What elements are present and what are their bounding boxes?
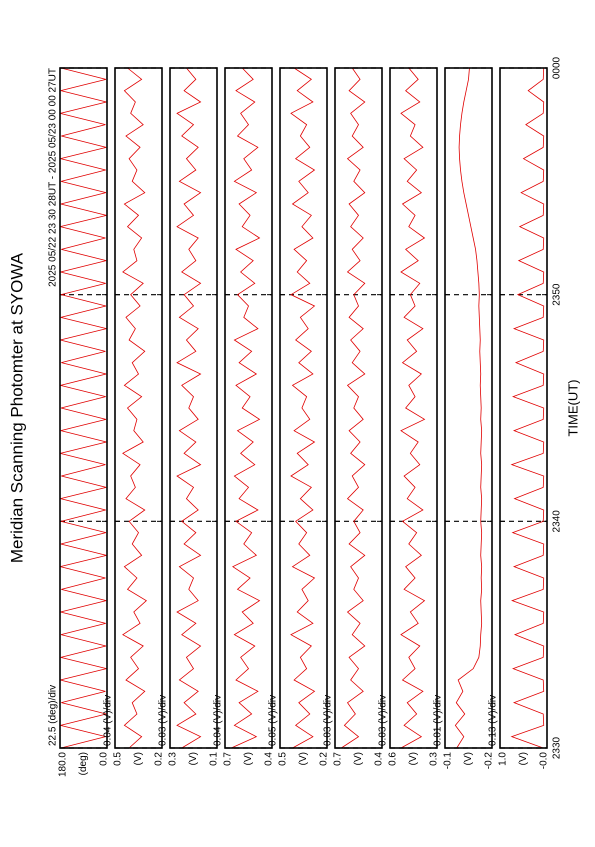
unit-label: (V) <box>133 752 144 765</box>
y-tick-label: 0.4 <box>374 752 385 766</box>
div-label: 0.04 (V)/div <box>213 695 224 746</box>
y-tick-label: 0.6 <box>388 752 399 766</box>
panel-frame <box>114 67 163 749</box>
unit-label: (V) <box>353 752 364 765</box>
unit-label: (V) <box>188 752 199 765</box>
x-tick-label: 0000 <box>552 56 563 79</box>
y-tick-label: 0.3 <box>429 752 440 766</box>
data-line <box>454 67 483 749</box>
panel-frame <box>279 67 328 749</box>
rotated-plot: Meridian Scanning Photomter at SYOWA 202… <box>7 56 580 777</box>
y-tick-label: 0.7 <box>223 752 234 766</box>
chart-title: Meridian Scanning Photomter at SYOWA <box>7 252 26 563</box>
y-tick-label: -0.1 <box>443 752 454 770</box>
x-axis-label: TIME(UT) <box>565 379 580 436</box>
data-line <box>510 67 545 749</box>
data-line <box>400 67 426 749</box>
y-tick-label: 0.0 <box>99 752 110 766</box>
y-tick-label: 0.2 <box>319 752 330 766</box>
x-tick-label: 2340 <box>552 510 563 533</box>
y-tick-label: -0.2 <box>484 752 495 770</box>
y-tick-label: 0.5 <box>278 752 289 766</box>
data-line <box>176 67 202 749</box>
unit-label: (V) <box>518 752 529 765</box>
data-line <box>231 67 261 749</box>
unit-label: (V) <box>243 752 254 765</box>
data-line <box>122 67 147 749</box>
y-tick-label: 0.5 <box>113 752 124 766</box>
unit-label: (V) <box>408 752 419 765</box>
unit-label: (V) <box>463 752 474 765</box>
data-line <box>290 67 316 749</box>
div-label: 22.5 (deg)/div <box>48 685 59 746</box>
div-label: 0.05 (V)/div <box>268 695 279 746</box>
div-label: 0.03 (V)/div <box>323 695 334 746</box>
data-line <box>341 67 366 749</box>
y-tick-label: 0.3 <box>168 752 179 766</box>
panel-frame <box>59 67 108 749</box>
panel-frame <box>499 67 548 749</box>
unit-label: (V) <box>298 752 309 765</box>
div-label: 0.03 (V)/div <box>158 695 169 746</box>
panel-frame <box>169 67 218 749</box>
div-label: 0.01 (V)/div <box>433 695 444 746</box>
panel-frame <box>444 67 493 749</box>
y-tick-label: -0.0 <box>539 752 550 770</box>
y-tick-label: 1.0 <box>498 752 509 766</box>
y-tick-label: 0.1 <box>209 752 220 766</box>
panel-frame <box>389 67 438 749</box>
x-tick-label: 2350 <box>552 283 563 306</box>
y-tick-label: 180.0 <box>58 752 69 777</box>
div-label: 0.04 (V)/div <box>103 695 114 746</box>
div-label: 0.03 (V)/div <box>378 695 389 746</box>
data-line <box>60 67 107 749</box>
subtitle: 2025 05/22 23 30 28UT - 2025 05/23 00 00… <box>48 68 59 287</box>
panel-frame <box>224 67 273 749</box>
unit-label: (deg) <box>78 752 89 775</box>
y-tick-label: 0.7 <box>333 752 344 766</box>
y-tick-label: 0.2 <box>154 752 165 766</box>
y-tick-label: 0.4 <box>264 752 275 766</box>
x-tick-label: 2330 <box>552 736 563 759</box>
panel-frame <box>334 67 383 749</box>
div-label: 0.13 (V)/div <box>488 695 499 746</box>
